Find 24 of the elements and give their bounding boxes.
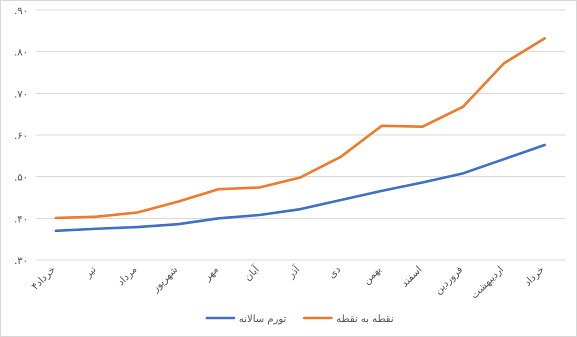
x-tick-label: فروردین bbox=[432, 264, 466, 297]
x-tick-label: اردیبهشت bbox=[469, 264, 506, 302]
x-tick-label: آبان bbox=[241, 262, 263, 284]
y-tick-label: .۶۰ bbox=[14, 131, 28, 142]
legend-label: تورم سالانه bbox=[238, 314, 287, 325]
x-tick-label: خرداد bbox=[522, 264, 547, 289]
x-tick-label: شهریور bbox=[150, 264, 180, 295]
y-tick-label: .۹۰ bbox=[14, 6, 28, 17]
y-tick-label: .۵۰ bbox=[14, 172, 28, 184]
x-tick-label: اسفند bbox=[399, 264, 425, 290]
y-tick-label: .۷۰ bbox=[14, 89, 28, 100]
x-tick-label: تیر bbox=[82, 264, 99, 281]
y-tick-label: .۳۰ bbox=[14, 256, 28, 267]
x-tick-label: مهر bbox=[201, 264, 221, 284]
line-series bbox=[54, 144, 546, 232]
legend-label: نقطه به نقطه bbox=[336, 314, 394, 325]
x-tick-label: دی bbox=[326, 264, 344, 281]
y-tick-label: .۸۰ bbox=[14, 48, 28, 59]
x-tick-label: آذر bbox=[284, 262, 304, 282]
y-tick-label: .۴۰ bbox=[14, 214, 28, 226]
line-series bbox=[54, 37, 546, 220]
x-tick-label: مرداد bbox=[116, 264, 140, 288]
x-tick-label: بهمن bbox=[361, 264, 384, 287]
x-tick-label: خرداد۴ bbox=[30, 264, 58, 292]
